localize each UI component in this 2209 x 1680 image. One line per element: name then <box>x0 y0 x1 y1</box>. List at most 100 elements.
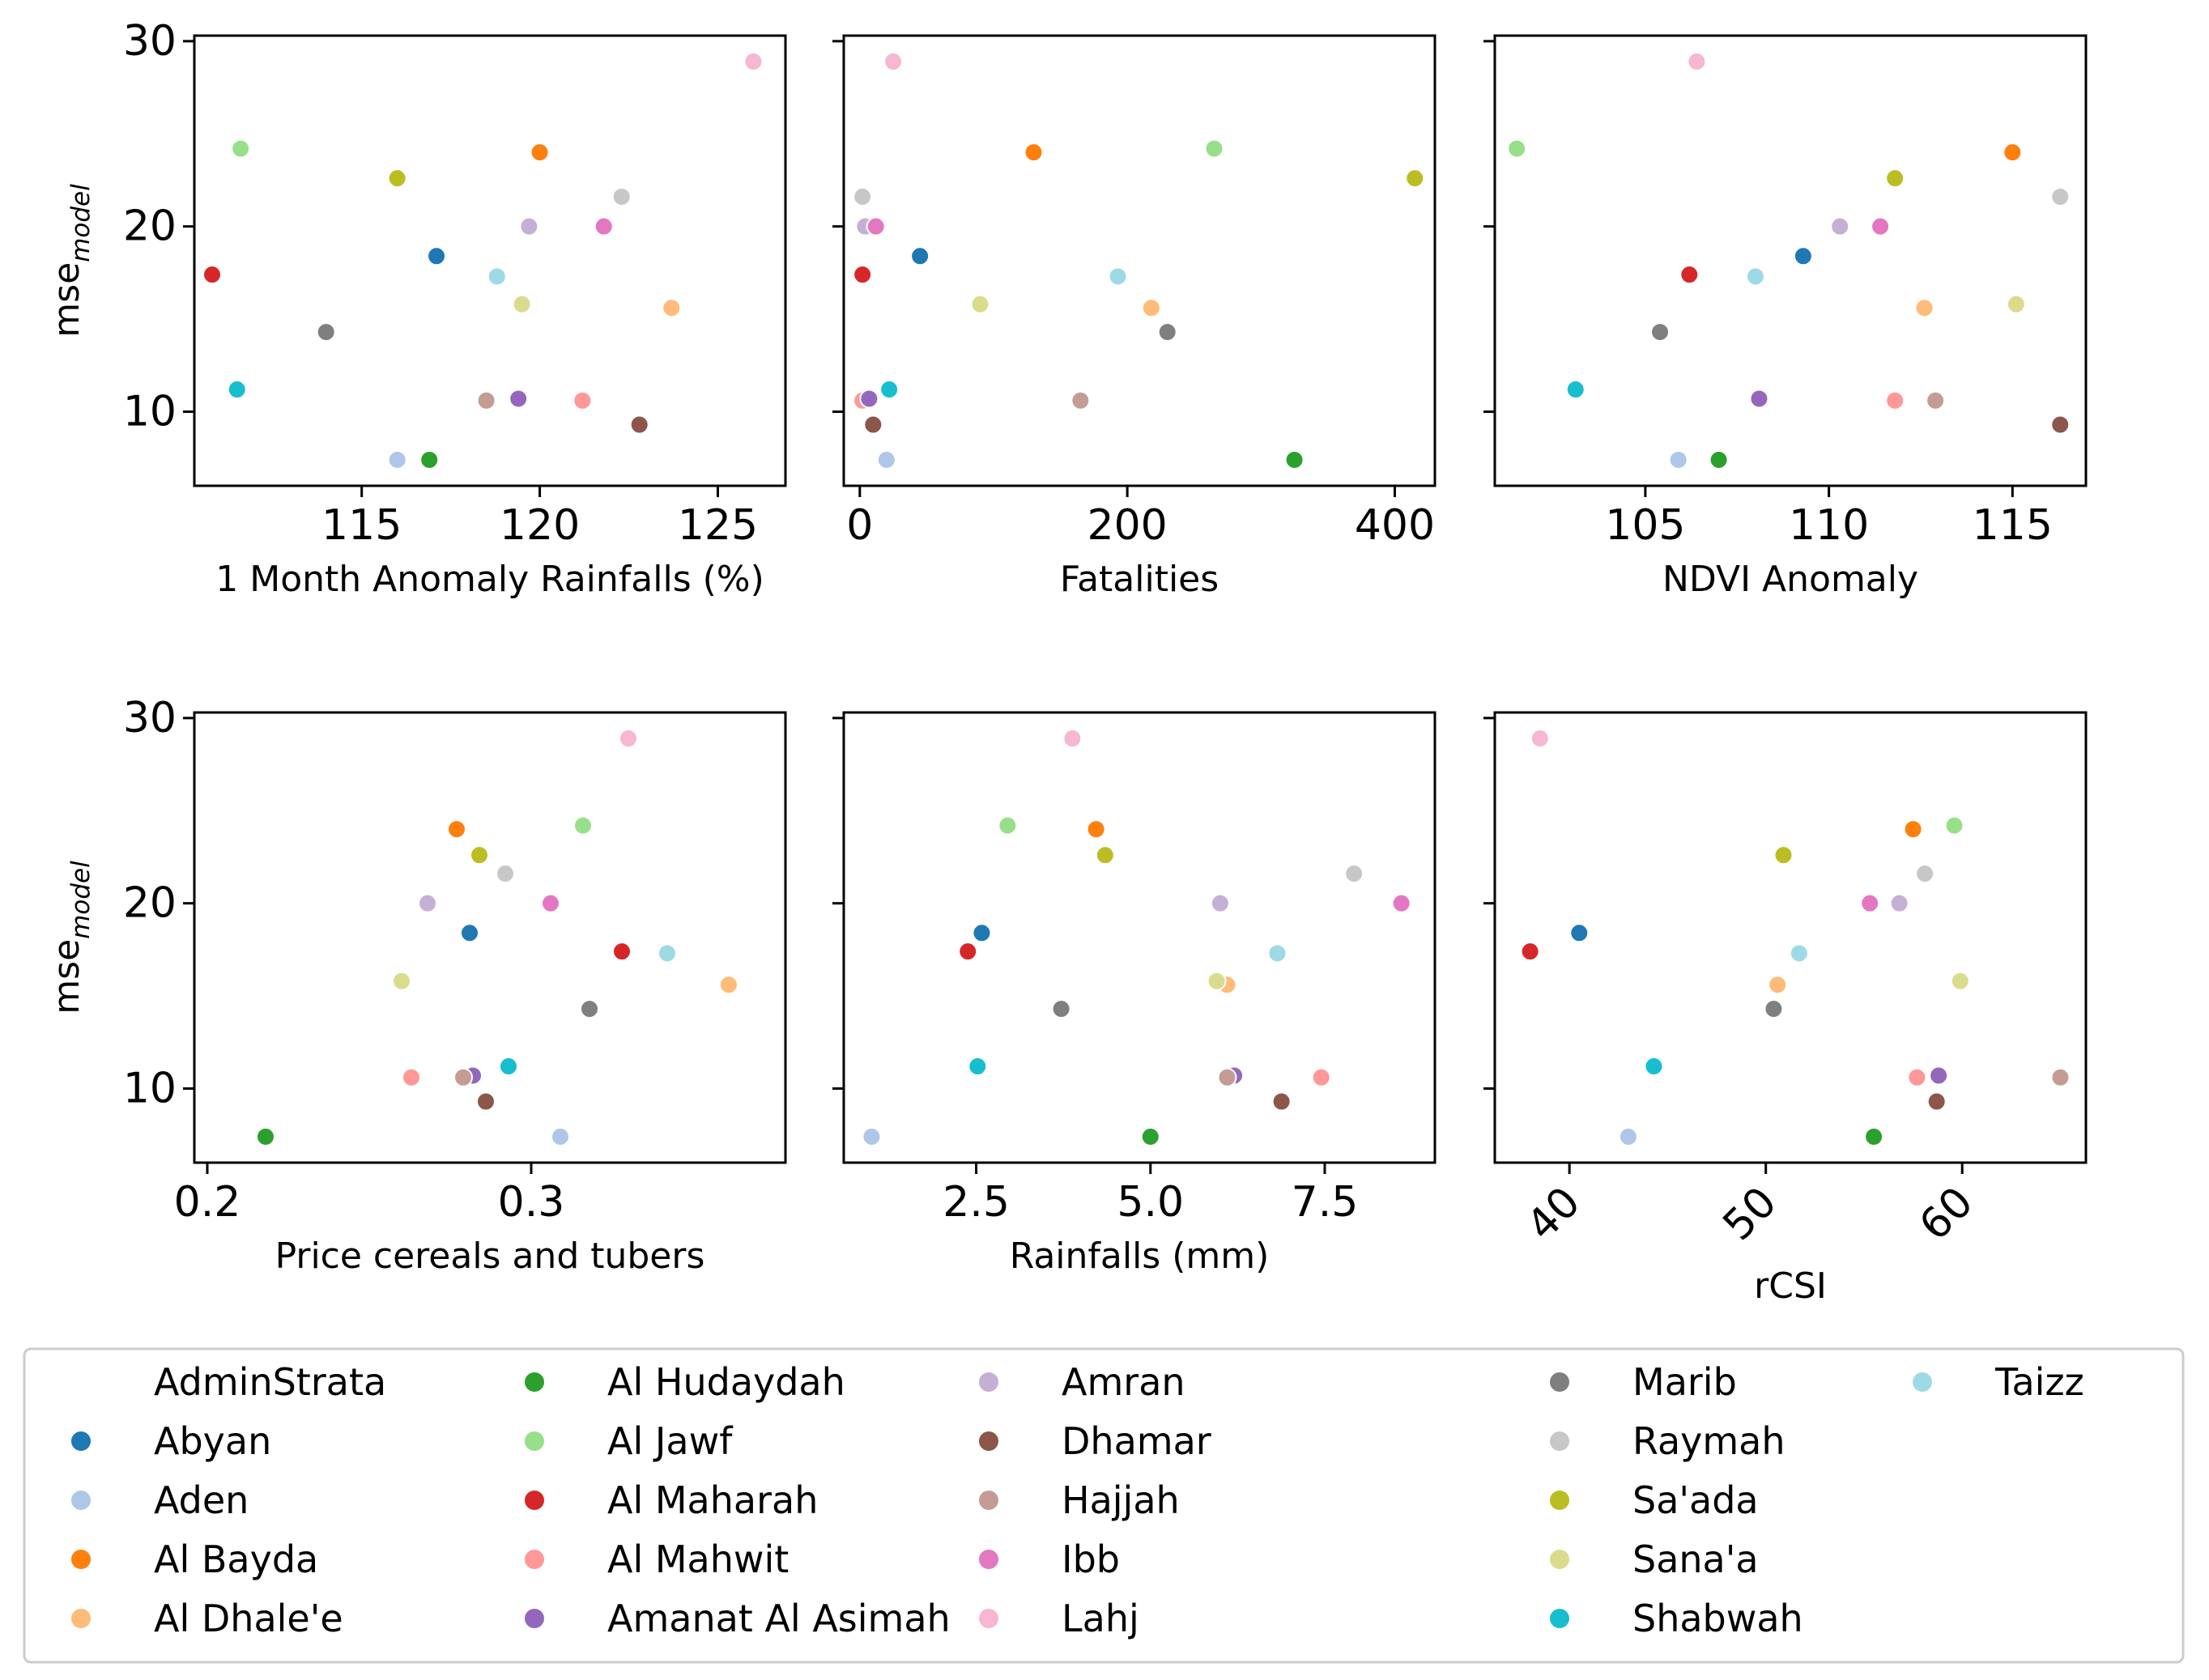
point-taizz <box>487 266 507 287</box>
point-al-hudaydah <box>1140 1126 1160 1146</box>
point-aden <box>1668 449 1688 470</box>
y-tick-label: 10 <box>123 1064 177 1112</box>
legend-entry-al-hudaydah: Al Hudaydah <box>523 1360 845 1404</box>
legend-entry-al-bayda: Al Bayda <box>70 1538 318 1581</box>
point-sana-a <box>392 971 411 991</box>
x-axis-label: rCSI <box>1754 1265 1827 1307</box>
x-tick-label: 105 <box>1605 501 1685 550</box>
point-abyan <box>1793 246 1813 266</box>
point-sa-ada <box>1773 845 1794 866</box>
x-tick-label: 2.5 <box>943 1178 1010 1227</box>
legend-marker <box>523 1371 546 1393</box>
point-al-dhale-e <box>1914 298 1934 318</box>
point-al-dhale-e <box>1141 298 1161 318</box>
legend-entry-al-maharah: Al Maharah <box>523 1478 818 1522</box>
point-amran <box>1830 216 1850 236</box>
point-taizz <box>1108 266 1128 287</box>
legend-entry-raymah: Raymah <box>1548 1419 1786 1463</box>
point-ibb <box>541 893 560 913</box>
legend-label: Ibb <box>1062 1538 1120 1581</box>
plot-frame <box>842 711 1436 1164</box>
point-marib <box>580 999 599 1019</box>
point-al-bayda <box>530 142 550 163</box>
point-hajjah <box>1217 1067 1237 1087</box>
legend-label: Taizz <box>1994 1360 2084 1404</box>
point-al-hudaydah <box>1284 449 1305 470</box>
plot-frame <box>1493 711 2088 1164</box>
panel-ndvi-anomaly: 105 110 115 NDVI Anomaly <box>1483 34 2088 600</box>
point-al-jawf <box>231 138 251 159</box>
point-al-dhale-e <box>662 298 682 318</box>
legend-marker <box>977 1607 1000 1630</box>
legend-label: Dhamar <box>1062 1419 1211 1463</box>
point-lahj <box>883 52 904 72</box>
legend-marker <box>977 1548 1000 1571</box>
legend-label: Sa'ada <box>1632 1478 1759 1522</box>
point-abyan <box>910 246 930 266</box>
legend-marker <box>977 1430 1000 1452</box>
point-al-mahwit <box>402 1067 421 1087</box>
point-al-maharah <box>1520 942 1540 962</box>
point-sana-a <box>970 294 990 314</box>
point-al-hudaydah <box>1864 1126 1884 1146</box>
point-al-mahwit <box>1885 390 1905 410</box>
point-shabwah <box>499 1057 518 1077</box>
y-axis-label-main: mse <box>46 262 87 338</box>
point-lahj <box>743 52 764 72</box>
legend-label: Marib <box>1632 1360 1737 1404</box>
point-raymah <box>496 864 515 884</box>
legend-marker <box>523 1548 546 1571</box>
x-tick-label: 200 <box>1087 501 1168 550</box>
point-amran <box>519 216 539 236</box>
point-al-jawf <box>573 815 593 836</box>
legend-label: Al Maharah <box>607 1478 818 1522</box>
point-sa-ada <box>1885 168 1905 189</box>
legend-title: AdminStrata <box>154 1360 386 1404</box>
y-axis-label-subscript: model <box>66 861 96 939</box>
point-amanat-al-asimah <box>1749 389 1769 409</box>
point-shabwah <box>879 380 900 400</box>
point-raymah <box>611 187 632 207</box>
x-tick-label: 400 <box>1355 501 1435 550</box>
legend-label: Abyan <box>154 1419 271 1463</box>
point-al-mahwit <box>1907 1067 1927 1087</box>
point-abyan <box>427 246 447 266</box>
legend-label: Shabwah <box>1632 1597 1803 1640</box>
point-al-bayda <box>1086 819 1106 840</box>
legend-entry-lahj: Lahj <box>977 1597 1139 1640</box>
legend-label: Amanat Al Asimah <box>607 1597 951 1640</box>
point-al-hudaydah <box>1709 449 1729 470</box>
x-tick-label: 115 <box>321 501 402 550</box>
panel-price-cereals-and-tubers: 10 20 30 0.2 0.3 Price cereals and tubers msem… <box>46 694 787 1277</box>
point-sana-a <box>1207 971 1227 991</box>
legend-entry-taizz: Taizz <box>1911 1360 2084 1404</box>
legend-marker <box>523 1607 546 1630</box>
point-al-bayda <box>1903 819 1923 840</box>
y-axis-label-subscript: model <box>66 184 96 262</box>
point-ibb <box>1871 216 1891 236</box>
point-hajjah <box>453 1067 473 1087</box>
legend-marker <box>1548 1371 1571 1393</box>
legend-entry-marib: Marib <box>1548 1360 1737 1404</box>
y-axis-label: msemodel <box>46 861 96 1014</box>
point-sana-a <box>512 294 532 314</box>
point-sa-ada <box>387 168 407 189</box>
point-aden <box>862 1126 882 1146</box>
legend-label: Sana'a <box>1632 1538 1759 1581</box>
y-tick-label: 20 <box>123 879 177 928</box>
point-abyan <box>460 923 479 943</box>
x-tick-label: 120 <box>500 501 580 550</box>
point-lahj <box>1062 729 1083 749</box>
y-axis-label: msemodel <box>46 184 96 338</box>
point-sa-ada <box>470 845 489 866</box>
point-raymah <box>1344 864 1364 884</box>
y-tick-label: 30 <box>123 17 177 66</box>
point-taizz <box>1267 943 1288 963</box>
x-axis-label: Rainfalls (mm) <box>1010 1236 1270 1277</box>
point-shabwah <box>1644 1057 1664 1077</box>
plot-frame <box>193 34 787 487</box>
point-al-jawf <box>1507 138 1527 159</box>
point-shabwah <box>227 380 247 400</box>
y-tick-label: 20 <box>123 202 177 251</box>
legend-entry-al-jawf: Al Jawf <box>523 1419 734 1463</box>
